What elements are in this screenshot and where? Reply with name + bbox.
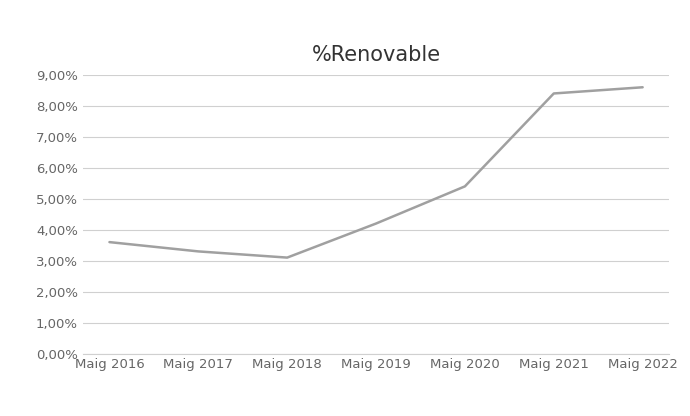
Title: %Renovable: %Renovable	[311, 45, 441, 65]
